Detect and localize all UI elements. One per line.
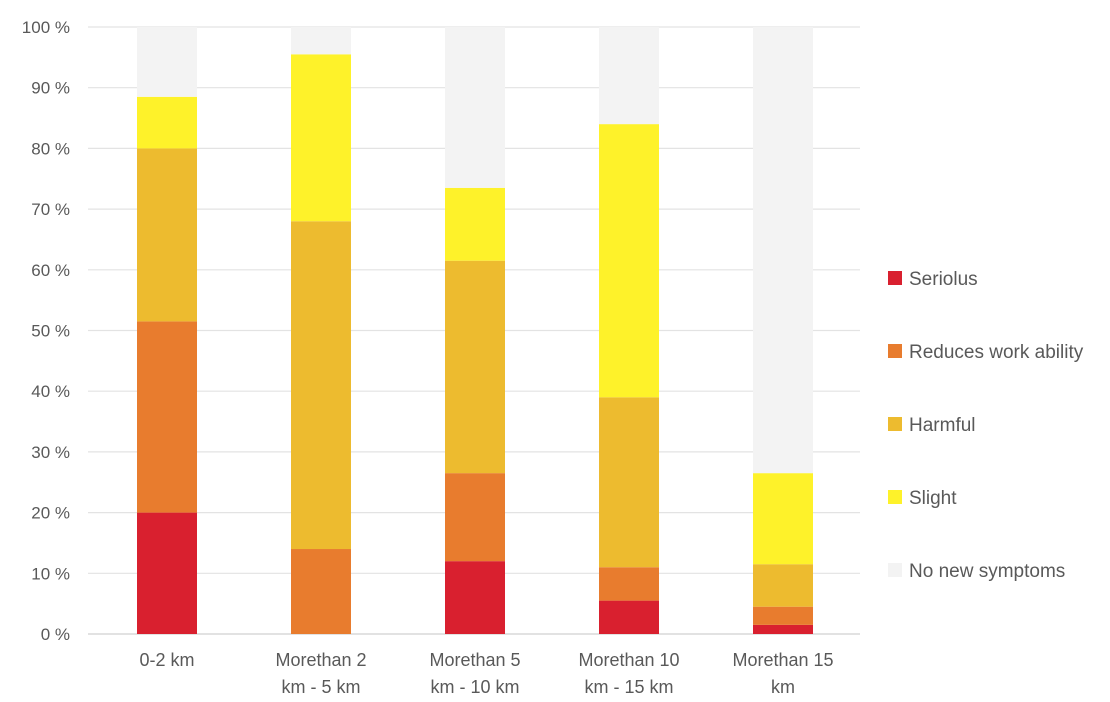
y-tick-label: 90 % [31,79,70,98]
y-tick-label: 70 % [31,200,70,219]
y-tick-label: 30 % [31,443,70,462]
x-category-label: km - 10 km [430,677,519,697]
y-tick-label: 80 % [31,139,70,158]
x-category-label: km - 5 km [282,677,361,697]
bar-segment [137,148,197,322]
bar-segment [445,473,505,562]
legend-label: No new symptoms [909,561,1065,582]
x-category-label: Morethan 5 [429,650,520,670]
y-tick-label: 40 % [31,382,70,401]
y-tick-label: 20 % [31,504,70,523]
bar-segment [445,27,505,188]
legend-label: Slight [909,488,957,509]
bar-segment [445,260,505,474]
y-tick-label: 100 % [22,18,70,37]
bar-segment [599,567,659,601]
bar-segment [753,27,813,474]
bar-segment [291,27,351,55]
bar-segment [137,321,197,513]
bar-segment [599,397,659,568]
bar-segment [753,564,813,607]
bar-segment [445,561,505,634]
bar-segment [599,27,659,125]
x-category-label: Morethan 2 [275,650,366,670]
bar-segment [291,54,351,222]
y-tick-label: 10 % [31,564,70,583]
x-category-label: km - 15 km [584,677,673,697]
bar-segment [753,606,813,625]
bar-segment [599,600,659,634]
legend-label: Reduces work ability [909,342,1084,363]
bar-segment [291,221,351,550]
legend-label: Seriolus [909,269,978,290]
y-axis-ticks: 0 % 10 % 20 % 30 % 40 % 50 % 60 % 70 % 80 % 90 % 1… [22,18,70,644]
bar-segment [753,624,813,634]
bar-segment [291,549,351,634]
bar-segment [137,96,197,149]
x-category-label: Morethan 10 [578,650,679,670]
legend-swatch [888,417,902,431]
x-category-label: km [771,677,795,697]
x-category-label: 0-2 km [139,650,194,670]
bar-segment [137,512,197,634]
y-tick-label: 0 % [41,625,70,644]
y-tick-label: 60 % [31,261,70,280]
x-axis-categories: 0-2 km Morethan 2 km - 5 km Morethan 5 km - … [139,650,833,697]
legend-swatch [888,271,902,285]
bar-segment [445,187,505,261]
x-category-label: Morethan 15 [732,650,833,670]
legend-label: Harmful [909,415,976,436]
legend-swatch [888,344,902,358]
bar-segment [137,27,197,97]
bars [137,27,813,634]
legend-swatch [888,563,902,577]
y-tick-label: 50 % [31,322,70,341]
legend: Seriolus Reduces work ability Harmful Sligh… [888,269,1084,582]
bar-segment [599,124,659,398]
legend-swatch [888,490,902,504]
bar-segment [753,473,813,565]
